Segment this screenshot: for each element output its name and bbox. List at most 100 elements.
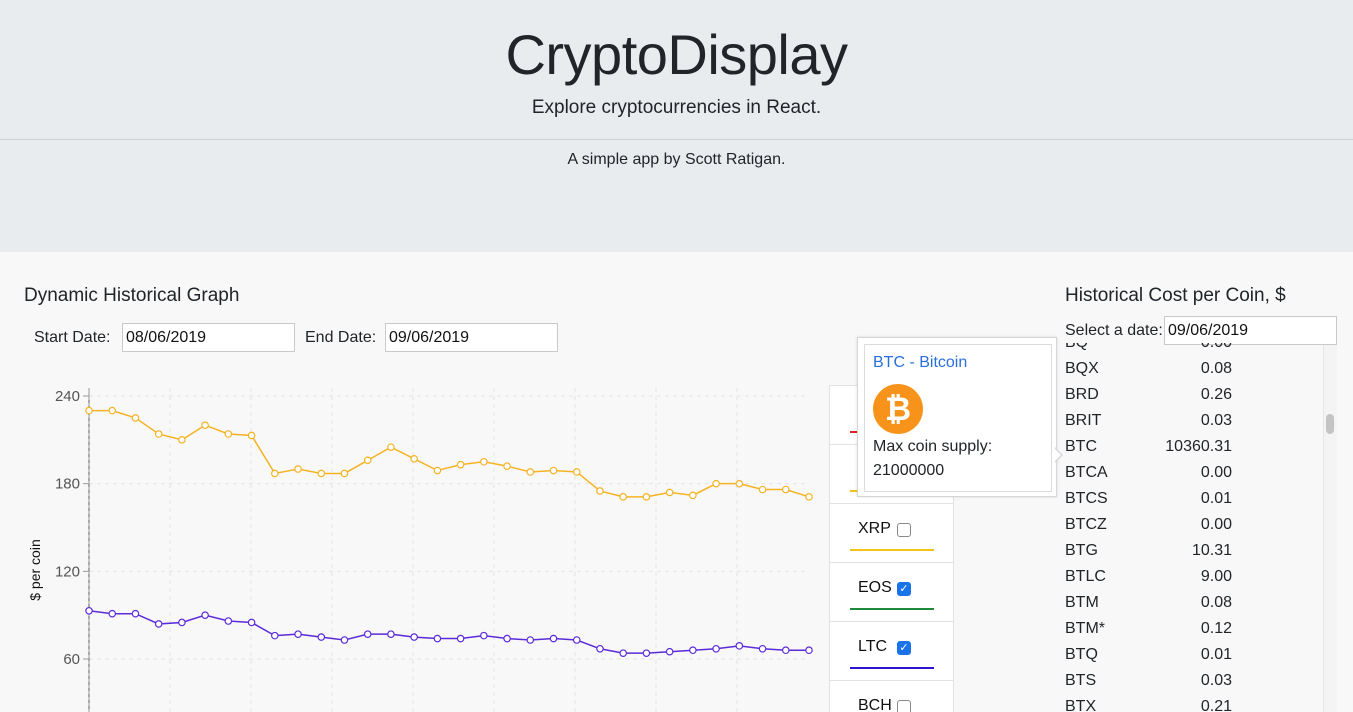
data-point[interactable] bbox=[201, 421, 209, 430]
data-point[interactable] bbox=[805, 493, 813, 501]
data-point[interactable] bbox=[178, 618, 186, 627]
data-point[interactable] bbox=[526, 468, 535, 476]
tooltip-coin-title[interactable]: BTC - Bitcoin bbox=[873, 354, 968, 371]
data-point[interactable] bbox=[317, 469, 326, 478]
data-point[interactable] bbox=[572, 468, 581, 476]
data-point[interactable] bbox=[781, 485, 790, 494]
data-point[interactable] bbox=[433, 466, 442, 475]
table-row: BTX 0.21 bbox=[1065, 698, 1323, 712]
data-point[interactable] bbox=[549, 466, 558, 475]
y-axis-label: $ per coin bbox=[27, 539, 43, 600]
data-point[interactable] bbox=[526, 636, 535, 644]
data-point[interactable] bbox=[712, 644, 720, 653]
data-point[interactable] bbox=[619, 649, 627, 657]
data-point[interactable] bbox=[178, 436, 186, 444]
data-point[interactable] bbox=[456, 460, 465, 469]
data-point[interactable] bbox=[131, 609, 140, 618]
data-point[interactable] bbox=[201, 611, 209, 619]
data-point[interactable] bbox=[503, 462, 511, 470]
data-point[interactable] bbox=[433, 634, 442, 643]
data-point[interactable] bbox=[271, 631, 279, 640]
table-row: BTCA 0.00 bbox=[1065, 464, 1323, 490]
legend-label: EOS bbox=[858, 579, 892, 596]
legend-line bbox=[850, 667, 934, 669]
data-point[interactable] bbox=[224, 617, 233, 625]
end-date-label: End Date: bbox=[305, 329, 377, 346]
data-point[interactable] bbox=[108, 609, 117, 618]
select-date-input[interactable] bbox=[1164, 316, 1337, 345]
data-point[interactable] bbox=[85, 606, 93, 615]
coin-symbol: BQ bbox=[1065, 343, 1088, 352]
data-point[interactable] bbox=[689, 491, 697, 500]
data-point[interactable] bbox=[154, 620, 163, 628]
data-point[interactable] bbox=[503, 634, 511, 643]
data-point[interactable] bbox=[735, 479, 744, 488]
data-point[interactable] bbox=[247, 431, 256, 440]
data-point[interactable] bbox=[758, 644, 767, 653]
tooltip-supply-value: 21000000 bbox=[873, 462, 945, 479]
data-point[interactable] bbox=[549, 634, 558, 643]
data-point[interactable] bbox=[805, 646, 813, 655]
data-point[interactable] bbox=[85, 406, 93, 415]
data-point[interactable] bbox=[596, 644, 604, 653]
data-point[interactable] bbox=[154, 430, 163, 438]
start-date-input[interactable] bbox=[122, 323, 295, 352]
data-point[interactable] bbox=[712, 479, 720, 488]
coin-cost: 0.01 bbox=[1200, 490, 1232, 507]
data-point[interactable] bbox=[619, 493, 627, 501]
data-point[interactable] bbox=[340, 469, 349, 478]
coin-symbol: BTX bbox=[1065, 698, 1097, 712]
data-point[interactable] bbox=[224, 430, 233, 438]
legend-checkbox[interactable]: ✓ bbox=[897, 582, 911, 596]
data-point[interactable] bbox=[317, 633, 326, 641]
data-point[interactable] bbox=[387, 630, 395, 638]
table-row: BTG 10.31 bbox=[1065, 542, 1323, 568]
data-point[interactable] bbox=[665, 488, 674, 497]
data-point[interactable] bbox=[108, 406, 117, 415]
data-point[interactable] bbox=[271, 469, 279, 478]
table-scrollbar-track[interactable] bbox=[1323, 345, 1337, 712]
legend-item-bch[interactable]: BCH bbox=[830, 681, 953, 712]
legend-item-eos[interactable]: EOS ✓ bbox=[830, 563, 953, 622]
legend-item-xrp[interactable]: XRP bbox=[830, 504, 953, 563]
legend-checkbox[interactable] bbox=[897, 523, 911, 537]
data-point[interactable] bbox=[410, 633, 418, 641]
table-row: BTQ 0.01 bbox=[1065, 646, 1323, 672]
data-point[interactable] bbox=[456, 634, 465, 643]
data-point[interactable] bbox=[131, 414, 140, 422]
data-point[interactable] bbox=[294, 630, 302, 638]
data-point[interactable] bbox=[596, 487, 604, 495]
table-scrollbar-thumb[interactable] bbox=[1326, 414, 1334, 434]
legend-item-ltc[interactable]: LTC ✓ bbox=[830, 622, 953, 681]
data-point[interactable] bbox=[480, 457, 488, 466]
data-point[interactable] bbox=[480, 631, 488, 640]
data-point[interactable] bbox=[294, 465, 302, 473]
coin-cost: 0.08 bbox=[1200, 360, 1232, 377]
tooltip-supply-label: Max coin supply: bbox=[873, 438, 993, 455]
data-point[interactable] bbox=[758, 485, 767, 494]
y-tick-label: 240 bbox=[55, 388, 80, 405]
legend-checkbox[interactable] bbox=[897, 700, 911, 712]
data-point[interactable] bbox=[642, 493, 651, 501]
y-axis-ticks: 240 180 120 60 bbox=[55, 388, 89, 668]
data-point[interactable] bbox=[572, 636, 581, 644]
data-point[interactable] bbox=[689, 646, 697, 655]
data-point[interactable] bbox=[735, 642, 744, 650]
data-point[interactable] bbox=[387, 443, 395, 451]
data-point[interactable] bbox=[363, 630, 372, 638]
data-point[interactable] bbox=[247, 618, 256, 627]
coin-symbol: BRIT bbox=[1065, 412, 1102, 429]
data-point[interactable] bbox=[410, 455, 418, 463]
data-point[interactable] bbox=[363, 456, 372, 465]
end-date-input[interactable] bbox=[385, 323, 558, 352]
coin-symbol: BTCA bbox=[1065, 464, 1108, 481]
data-point[interactable] bbox=[665, 647, 674, 656]
data-point[interactable] bbox=[340, 636, 349, 644]
header-jumbotron: CryptoDisplay Explore cryptocurrencies i… bbox=[0, 0, 1353, 252]
data-point[interactable] bbox=[781, 646, 790, 655]
data-point[interactable] bbox=[642, 649, 651, 657]
table-row: BTCS 0.01 bbox=[1065, 490, 1323, 516]
table-row: BQX 0.08 bbox=[1065, 360, 1323, 386]
legend-checkbox[interactable]: ✓ bbox=[897, 641, 911, 655]
table-row: BQ 0.00 bbox=[1065, 343, 1323, 360]
